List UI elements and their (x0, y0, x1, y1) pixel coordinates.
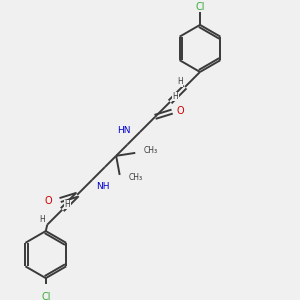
Text: CH₃: CH₃ (144, 146, 158, 155)
Text: H: H (39, 215, 45, 224)
Text: HN: HN (117, 126, 131, 135)
Text: CH₃: CH₃ (129, 173, 143, 182)
Text: H: H (172, 92, 178, 101)
Text: O: O (44, 196, 52, 206)
Text: O: O (177, 106, 184, 116)
Text: H: H (65, 200, 70, 209)
Text: H: H (177, 77, 183, 86)
Text: Cl: Cl (195, 2, 205, 12)
Text: Cl: Cl (41, 292, 50, 300)
Text: NH: NH (96, 182, 109, 191)
